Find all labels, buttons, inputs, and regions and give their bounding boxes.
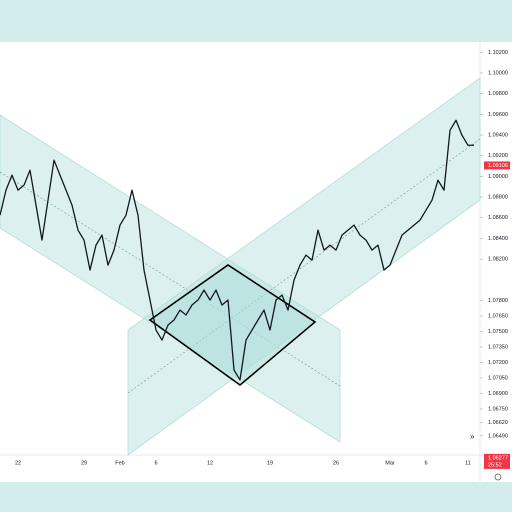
price-line — [0, 119, 474, 381]
x-tick-label: 6 — [424, 460, 427, 466]
settings-icon[interactable] — [494, 473, 502, 481]
plot-background — [0, 42, 512, 482]
x-tick-label: 29 — [81, 460, 87, 466]
y-tick-label: 1.09400 — [488, 132, 508, 138]
y-tick-label: 1.06750 — [488, 406, 508, 412]
y-tick-label: 1.09600 — [488, 112, 508, 118]
y-tick-label: 1.07200 — [488, 360, 508, 366]
y-tick-label: 1.08800 — [488, 195, 508, 201]
price-tag-time: 25:52 — [488, 462, 502, 468]
price-tag-label: 1.06277 — [488, 455, 508, 461]
price-tag — [484, 453, 510, 469]
y-tick-label: 1.08400 — [488, 236, 508, 242]
x-tick-label: 26 — [333, 460, 339, 466]
x-tick-label: 12 — [207, 460, 213, 466]
y-tick-label: 1.09200 — [488, 153, 508, 159]
y-tick-label: 1.07650 — [488, 313, 508, 319]
channel-median — [127, 138, 481, 394]
price-tag-label: 1.09106 — [488, 163, 508, 169]
y-tick-label: 1.06900 — [488, 391, 508, 397]
price-tag — [484, 161, 510, 170]
y-tick-label: 1.07800 — [488, 298, 508, 304]
y-tick-label: 1.07050 — [488, 375, 508, 381]
x-tick-label: 11 — [465, 460, 471, 466]
y-tick-label: 1.08200 — [488, 257, 508, 263]
top-band — [0, 0, 512, 42]
plot — [0, 119, 474, 381]
x-tick-label: 6 — [154, 460, 157, 466]
y-tick-label: 1.06490 — [488, 433, 508, 439]
y-tick-label: 1.08600 — [488, 215, 508, 221]
bottom-band — [0, 482, 512, 512]
x-tick-label: Feb — [115, 460, 124, 466]
scroll-button[interactable]: » — [470, 432, 475, 441]
diamond-pattern — [148, 264, 317, 387]
x-tick-label: 22 — [15, 460, 21, 466]
y-tick-label: 1.07500 — [488, 329, 508, 335]
y-tick-label: 1.07350 — [488, 344, 508, 350]
x-tick-label: Mar — [385, 460, 395, 466]
y-tick-label: 1.10000 — [488, 70, 508, 76]
y-tick-label: 1.09800 — [488, 91, 508, 97]
x-tick-label: 19 — [267, 460, 273, 466]
y-tick-label: 1.10200 — [488, 50, 508, 56]
y-tick-label: 1.09000 — [488, 174, 508, 180]
channel-median — [0, 171, 341, 387]
y-tick-label: 1.06620 — [488, 420, 508, 426]
